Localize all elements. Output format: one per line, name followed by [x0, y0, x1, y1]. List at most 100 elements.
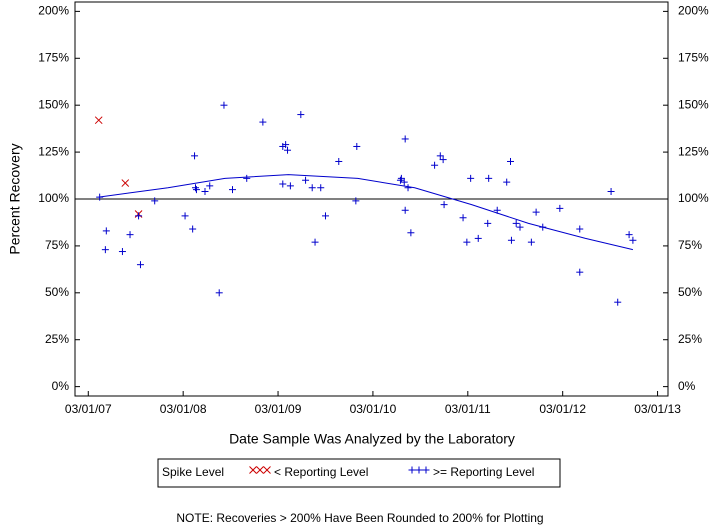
y-tick-label: 150%	[38, 97, 69, 111]
marker	[467, 174, 475, 182]
marker	[506, 157, 514, 165]
marker	[279, 180, 287, 188]
marker	[191, 184, 199, 192]
marker-stroke	[121, 179, 130, 187]
marker	[422, 466, 430, 474]
marker	[121, 179, 130, 187]
marker	[135, 212, 143, 220]
x-tick-label: 03/01/07	[65, 402, 112, 416]
y2-tick-label: 175%	[678, 50, 709, 64]
marker	[191, 152, 199, 160]
marker	[352, 197, 360, 205]
marker	[317, 184, 325, 192]
marker	[401, 135, 409, 143]
marker	[532, 208, 540, 216]
marker	[459, 214, 467, 222]
x-tick-label: 03/01/08	[160, 402, 207, 416]
y-tick-label: 175%	[38, 50, 69, 64]
marker	[404, 184, 412, 192]
marker	[286, 182, 294, 190]
marker	[512, 219, 520, 227]
marker	[192, 186, 200, 194]
marker	[256, 466, 264, 474]
marker	[474, 234, 482, 242]
marker	[527, 238, 535, 246]
marker	[321, 212, 329, 220]
x-tick-label: 03/01/10	[350, 402, 397, 416]
marker	[485, 174, 493, 182]
marker	[436, 152, 444, 160]
marker	[101, 246, 109, 254]
y-tick-label: 125%	[38, 144, 69, 158]
legend-title: Spike Level	[162, 465, 224, 479]
marker	[353, 142, 361, 150]
marker	[407, 229, 415, 237]
marker	[484, 219, 492, 227]
x-tick-label: 03/01/12	[539, 402, 586, 416]
marker	[516, 223, 524, 231]
marker	[229, 186, 237, 194]
marker	[503, 178, 511, 186]
marker	[415, 466, 423, 474]
marker	[629, 236, 637, 244]
marker	[556, 204, 564, 212]
x-tick-label: 03/01/13	[634, 402, 681, 416]
marker	[408, 466, 416, 474]
marker	[259, 118, 267, 126]
note: NOTE: Recoveries > 200% Have Been Rounde…	[176, 511, 543, 525]
legend-label: < Reporting Level	[274, 465, 368, 479]
marker	[397, 174, 405, 182]
marker	[507, 236, 515, 244]
marker	[136, 261, 144, 269]
y-tick-label: 25%	[45, 332, 69, 346]
marker	[94, 116, 103, 125]
y2-tick-label: 125%	[678, 144, 709, 158]
y2-tick-label: 50%	[678, 285, 702, 299]
x-tick-label: 03/01/11	[445, 402, 491, 416]
y2-tick-label: 0%	[678, 379, 696, 393]
marker-stroke	[249, 466, 257, 474]
y2-tick-label: 75%	[678, 238, 702, 252]
legend-box	[157, 458, 561, 488]
y-axis-title: Percent Recovery	[7, 143, 23, 254]
marker	[439, 156, 447, 164]
marker	[118, 248, 126, 256]
marker	[396, 176, 404, 184]
marker	[263, 466, 271, 474]
marker	[282, 141, 290, 149]
marker	[201, 187, 209, 195]
legend-item: >= Reporting Level	[433, 465, 534, 479]
marker	[463, 238, 471, 246]
marker	[284, 146, 292, 154]
x-tick-label: 03/01/09	[255, 402, 302, 416]
marker	[625, 231, 633, 239]
y2-tick-label: 200%	[678, 4, 709, 18]
y-tick-label: 200%	[38, 4, 69, 18]
marker	[576, 268, 584, 276]
trend-line	[98, 174, 634, 251]
marker	[102, 227, 110, 235]
marker-stroke	[256, 466, 264, 474]
marker	[431, 161, 439, 169]
legend-label: >= Reporting Level	[433, 465, 534, 479]
y-tick-label: 75%	[45, 238, 69, 252]
legend-item: < Reporting Level	[274, 465, 368, 479]
marker	[614, 298, 622, 306]
marker	[311, 238, 319, 246]
marker	[243, 174, 251, 182]
marker	[335, 157, 343, 165]
y2-tick-label: 25%	[678, 332, 702, 346]
marker	[440, 201, 448, 209]
marker	[220, 101, 228, 109]
marker	[607, 187, 615, 195]
marker	[206, 182, 214, 190]
y-tick-label: 100%	[38, 191, 69, 205]
marker-stroke	[94, 116, 103, 125]
marker	[249, 466, 257, 474]
marker	[576, 225, 584, 233]
y2-tick-label: 150%	[678, 97, 709, 111]
marker	[215, 289, 223, 297]
marker	[151, 197, 159, 205]
marker	[400, 178, 408, 186]
